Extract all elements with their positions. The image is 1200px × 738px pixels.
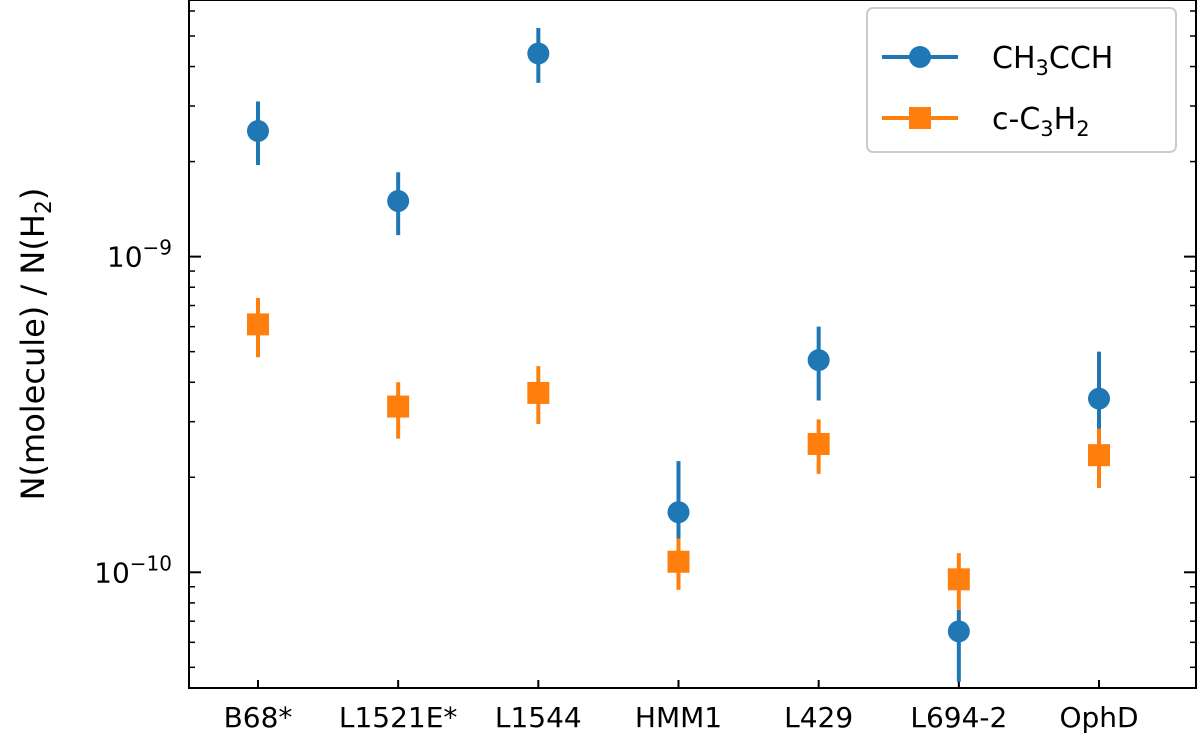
x-tick-label: L1544 <box>495 701 582 734</box>
y-axis-label: N(molecule) / N(H2) <box>14 188 57 501</box>
data-point-ch3cch <box>527 42 550 65</box>
x-tick-label: L1521E* <box>339 701 458 734</box>
data-point-ch3cch <box>1088 387 1110 410</box>
x-tick-label: OphD <box>1059 701 1138 734</box>
plot-frame <box>188 0 1197 689</box>
data-point-c-c3h2 <box>247 313 269 336</box>
legend-label-cc3h2: c-C3H2 <box>992 102 1090 141</box>
data-point-c-c3h2 <box>1088 444 1110 467</box>
x-tick-label: L694-2 <box>910 701 1007 734</box>
data-point-c-c3h2 <box>667 550 690 573</box>
y-tick-label: 10−9 <box>107 236 172 274</box>
data-point-c-c3h2 <box>387 395 410 418</box>
data-point-ch3cch <box>667 501 690 524</box>
x-tick-label: B68* <box>224 701 293 734</box>
x-tick-label: HMM1 <box>635 701 722 734</box>
legend-marker-ch3cch <box>909 46 931 68</box>
data-point-c-c3h2 <box>527 381 550 404</box>
data-point-ch3cch <box>247 119 269 142</box>
legend: CH3CCH c-C3H2 <box>866 7 1177 153</box>
data-point-ch3cch <box>947 620 970 643</box>
data-point-ch3cch <box>387 190 410 213</box>
x-tick-label: L429 <box>784 701 853 734</box>
data-point-c-c3h2 <box>947 568 970 591</box>
y-tick-label: 10−10 <box>94 551 172 589</box>
legend-label-ch3cch: CH3CCH <box>992 41 1113 80</box>
data-point-ch3cch <box>807 349 830 372</box>
data-point-c-c3h2 <box>807 432 830 455</box>
legend-marker-cc3h2 <box>909 107 931 129</box>
